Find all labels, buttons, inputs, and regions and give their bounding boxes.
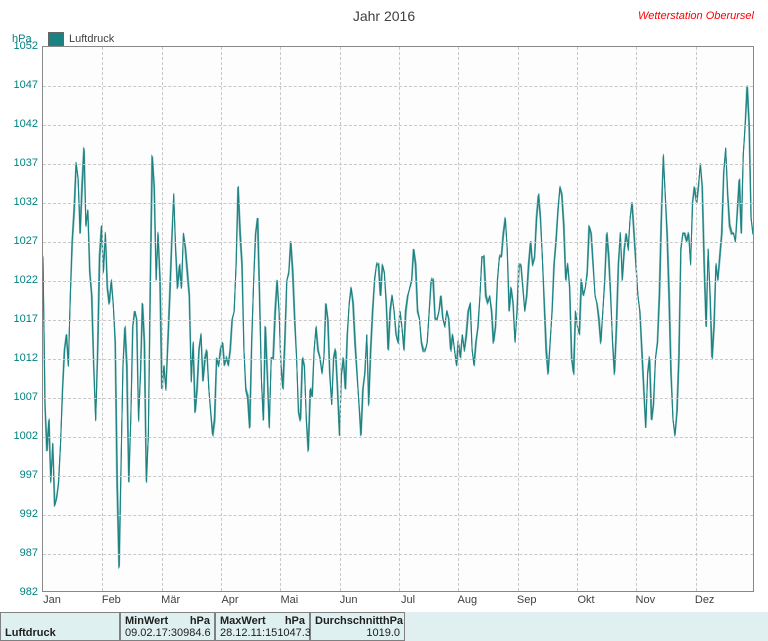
gridline-h	[43, 554, 753, 555]
ytick-label: 1017	[14, 313, 38, 325]
gridline-v	[221, 47, 222, 591]
ytick-label: 1052	[14, 40, 38, 52]
stats-min: MinWerthPa 09.02.17:30984.6	[120, 612, 215, 641]
xtick-label: Jun	[340, 594, 358, 606]
xtick-label: Mai	[280, 594, 298, 606]
gridline-v	[340, 47, 341, 591]
xtick-label: Feb	[102, 594, 121, 606]
gridline-v	[458, 47, 459, 591]
ytick-label: 1047	[14, 79, 38, 91]
stats-avg: DurchschnitthPa 1019.0	[310, 612, 405, 641]
gridline-h	[43, 476, 753, 477]
xtick-label: Apr	[221, 594, 238, 606]
ytick-label: 1027	[14, 235, 38, 247]
ytick-label: 1012	[14, 352, 38, 364]
gridline-h	[43, 320, 753, 321]
xtick-label: Mär	[161, 594, 180, 606]
xtick-label: Sep	[517, 594, 537, 606]
stats-table: Luftdruck MinWerthPa 09.02.17:30984.6 Ma…	[0, 612, 768, 641]
ytick-label: 1022	[14, 274, 38, 286]
ytick-label: 1032	[14, 196, 38, 208]
legend-swatch	[48, 32, 64, 46]
ytick-label: 1037	[14, 157, 38, 169]
stats-max: MaxWerthPa 28.12.11:151047.3	[215, 612, 310, 641]
legend: Luftdruck	[48, 32, 114, 46]
line-series	[43, 47, 753, 591]
gridline-v	[636, 47, 637, 591]
series-path	[43, 85, 753, 566]
gridline-h	[43, 281, 753, 282]
gridline-v	[162, 47, 163, 591]
gridline-v	[280, 47, 281, 591]
ytick-label: 1002	[14, 430, 38, 442]
ytick-label: 997	[20, 469, 38, 481]
ytick-label: 992	[20, 508, 38, 520]
xtick-label: Jan	[43, 594, 61, 606]
gridline-v	[696, 47, 697, 591]
gridline-h	[43, 398, 753, 399]
ytick-label: 982	[20, 586, 38, 598]
gridline-h	[43, 242, 753, 243]
gridline-h	[43, 203, 753, 204]
gridline-h	[43, 164, 753, 165]
ytick-label: 1042	[14, 118, 38, 130]
gridline-h	[43, 125, 753, 126]
gridline-h	[43, 437, 753, 438]
gridline-v	[577, 47, 578, 591]
gridline-v	[518, 47, 519, 591]
plot-area	[42, 46, 754, 592]
ytick-label: 1007	[14, 391, 38, 403]
xtick-label: Nov	[636, 594, 656, 606]
ytick-label: 987	[20, 547, 38, 559]
gridline-h	[43, 359, 753, 360]
gridline-h	[43, 86, 753, 87]
xtick-label: Dez	[695, 594, 715, 606]
gridline-v	[399, 47, 400, 591]
station-label: Wetterstation Oberursel	[638, 10, 754, 22]
xtick-label: Okt	[577, 594, 594, 606]
xtick-label: Aug	[458, 594, 478, 606]
gridline-v	[102, 47, 103, 591]
legend-label: Luftdruck	[69, 33, 114, 45]
xtick-label: Jul	[401, 594, 415, 606]
gridline-h	[43, 515, 753, 516]
stats-row-label: Luftdruck	[0, 612, 120, 641]
chart-container: Jahr 2016 Wetterstation Oberursel hPa Lu…	[0, 0, 768, 641]
